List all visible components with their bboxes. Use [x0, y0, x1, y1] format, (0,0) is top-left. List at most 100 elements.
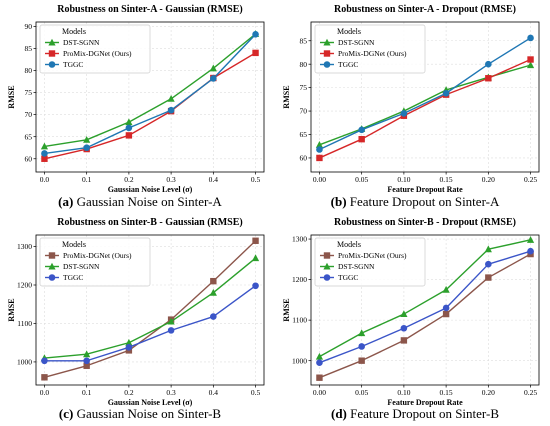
chart-c-legend-marker-1 — [48, 262, 56, 270]
chart-c-xlabel: Gaussian Noise Level (σ) — [108, 398, 193, 407]
chart-d-series-0-point-2 — [400, 337, 408, 344]
chart-a-series-1-point-5 — [252, 49, 259, 57]
chart-b-series-2-point-0 — [316, 146, 323, 153]
caption-d: (d) Feature Dropout on Sinter-B — [295, 406, 535, 422]
chart-d-series-2-point-1 — [358, 343, 365, 350]
chart-d-series-2-point-4 — [485, 260, 492, 268]
chart-c-series-1-point-1 — [83, 350, 91, 358]
chart-d-legend-label-0: ProMix-DGNet (Ours) — [338, 251, 407, 260]
chart-a-series-1-point-0 — [41, 155, 48, 162]
chart-d-legend-marker-1 — [323, 262, 331, 270]
caption-b: (b) Feature Dropout on Sinter-A — [295, 194, 535, 210]
chart-a-series-0-point-4 — [209, 64, 217, 72]
chart-a-series-0-point-0 — [40, 142, 49, 150]
chart-b-legend: Models DST-SGNN ProMix-DGNet (Ours) TGGC — [314, 24, 426, 74]
chart-c-ytick-label-3: 1300 — [17, 242, 32, 251]
chart-panel-c: 0.0 0.1 0.2 0.3 0.4 0.5 1000 1100 1200 1300 Robust… — [0, 213, 275, 426]
chart-b-series-1-point-4 — [485, 75, 492, 82]
chart-c-ytick-label-0: 1000 — [17, 358, 32, 367]
chart-d-legend: Models ProMix-DGNet (Ours) DST-SGNN TGGC — [314, 237, 426, 287]
chart-a-axes-frame — [35, 21, 265, 173]
chart-a-series-0-line — [44, 33, 256, 148]
chart-c-series-2-point-4 — [210, 313, 217, 320]
chart-b-xtick-label-3: 0.15 — [440, 175, 453, 184]
chart-c-xtick-label-4: 0.4 — [209, 388, 219, 397]
chart-d-series-0-line — [319, 253, 531, 379]
chart-c-xtick-label-0: 0.0 — [40, 388, 50, 397]
chart-a-ytick-label-0: 60 — [25, 154, 33, 163]
chart-a-series-0-point-2 — [125, 118, 133, 126]
chart-a-legend-label-2: TGGC — [63, 60, 83, 69]
chart-a-xtick-label-1: 0.1 — [82, 175, 92, 184]
chart-c-series-1-point-4 — [209, 288, 217, 296]
chart-c-legend-label-1: DST-SGNN — [63, 262, 100, 271]
chart-b-series-2-point-4 — [485, 60, 492, 68]
chart-d-xtick-label-5: 0.25 — [524, 388, 537, 397]
chart-a-series-2-point-0 — [41, 150, 48, 157]
caption-d-letter: (d) — [331, 406, 347, 421]
chart-c-legend-box — [39, 237, 151, 287]
chart-d-svg: 0.00 0.05 0.10 0.15 0.20 0.25 1000 1100 1200 1300… — [282, 217, 540, 407]
chart-d-xtick-label-1: 0.05 — [355, 388, 368, 397]
chart-b-legend-marker-0 — [323, 38, 331, 46]
chart-c-series-0-point-4 — [210, 277, 217, 285]
chart-a-title: Robustness on Sinter-A - Gaussian (RMSE) — [57, 4, 243, 15]
chart-c-series-0-point-1 — [83, 362, 90, 369]
chart-b-legend-marker-1 — [323, 50, 331, 57]
chart-c-xtick-label-2: 0.2 — [124, 388, 134, 397]
chart-d-ytick-label-0: 1000 — [292, 356, 307, 365]
chart-d-ytick-label-3: 1300 — [292, 235, 307, 244]
chart-a-xtick-label-5: 0.5 — [251, 175, 261, 184]
chart-c-xtick-label-1: 0.1 — [82, 388, 92, 397]
chart-b-series-2-point-1 — [358, 126, 365, 134]
chart-c-xtick-label-3: 0.3 — [166, 388, 176, 397]
chart-d-series-1-point-1 — [358, 329, 366, 337]
chart-c-legend-label-0: ProMix-DGNet (Ours) — [63, 251, 132, 260]
chart-a-series-2-line — [44, 33, 257, 155]
chart-d-xtick-label-3: 0.15 — [440, 388, 453, 397]
chart-a-ytick-label-4: 80 — [25, 66, 33, 75]
chart-a-series-2-point-2 — [125, 124, 133, 132]
chart-a-xtick-label-0: 0.0 — [40, 175, 50, 184]
chart-a-series-2-point-5 — [252, 31, 259, 38]
chart-b-xtick-label-4: 0.20 — [482, 175, 495, 184]
chart-d-ytick-label-2: 1200 — [292, 275, 307, 284]
chart-c-series-1-line — [44, 257, 256, 359]
chart-b-legend-title: Models — [337, 27, 361, 36]
chart-d-series-2-point-3 — [442, 304, 450, 312]
chart-c-legend-label-2: TGGC — [63, 273, 83, 282]
chart-b-series-1-point-5 — [527, 56, 534, 63]
chart-panel-d: 0.00 0.05 0.10 0.15 0.20 0.25 1000 1100 1200 1300… — [275, 213, 550, 426]
chart-c-series-2-point-2 — [125, 344, 133, 351]
chart-b-series-0-point-5 — [526, 61, 535, 69]
chart-d-series-0-point-1 — [358, 357, 365, 364]
chart-c-series-0-line — [44, 240, 257, 378]
chart-a-ytick-label-3: 75 — [25, 88, 33, 97]
chart-c-title: Robustness on Sinter-B - Gaussian (RMSE) — [57, 217, 243, 228]
chart-a-ylabel: RMSE — [7, 85, 16, 108]
chart-a-legend-marker-1 — [48, 50, 56, 57]
chart-c-series-2 — [41, 282, 259, 365]
chart-a-series-0 — [40, 30, 260, 150]
chart-b-svg: 0.00 0.05 0.10 0.15 0.20 0.25 60 65 70 75 80 85 Robu… — [282, 4, 540, 194]
caption-a-letter: (a) — [58, 194, 74, 209]
chart-a-series-1-line — [44, 52, 256, 160]
chart-b-ytick-label-2: 70 — [300, 107, 308, 116]
chart-a-legend-label-1: ProMix-DGNet (Ours) — [63, 49, 132, 58]
caption-c: (c) Gaussian Noise on Sinter-B — [20, 406, 260, 422]
chart-a-legend-label-0: DST-SGNN — [63, 38, 100, 47]
chart-d-xlabel: Feature Dropout Rate — [387, 398, 463, 407]
chart-a-series-0-point-1 — [83, 135, 91, 143]
chart-b-ytick-label-1: 65 — [300, 130, 308, 139]
chart-c-series-2-point-1 — [83, 357, 90, 365]
chart-d-series-1 — [315, 236, 535, 360]
chart-a-xlabel: Gaussian Noise Level (σ) — [108, 185, 193, 194]
chart-a-ytick-label-5: 85 — [25, 44, 33, 53]
chart-d-series-1-line — [319, 239, 531, 358]
chart-a-series-2-point-4 — [210, 75, 217, 82]
caption-d-text: Feature Dropout on Sinter-B — [350, 406, 499, 421]
chart-c-ytick-label-2: 1200 — [17, 281, 32, 290]
chart-a-legend-box — [39, 24, 151, 74]
chart-d-legend-title: Models — [337, 240, 361, 249]
